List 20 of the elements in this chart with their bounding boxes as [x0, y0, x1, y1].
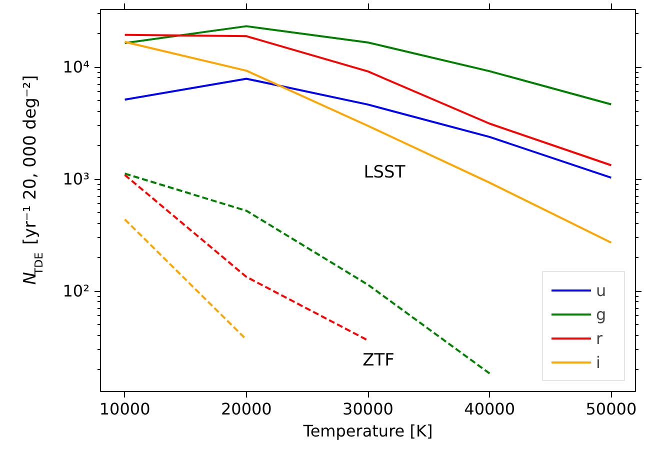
- line-series: [124, 25, 612, 106]
- legend-label: r: [596, 328, 604, 348]
- x-tick-label: 30000: [342, 400, 394, 418]
- x-axis-title: Temperature [K]: [302, 422, 433, 440]
- legend-label: i: [596, 352, 602, 372]
- y-axis-title: NTDE [yr⁻¹ 20, 000 deg⁻²]: [20, 75, 46, 285]
- line-series: [124, 40, 612, 244]
- x-tick-label: 50000: [586, 400, 637, 418]
- annotation: LSST: [364, 162, 406, 182]
- legend-label: u: [596, 280, 608, 300]
- legend-label: g: [596, 304, 608, 324]
- line-series: [124, 78, 612, 179]
- x-tick-label: 40000: [464, 400, 516, 418]
- y-tick-label: 10²: [62, 282, 90, 301]
- x-tick-label: 20000: [220, 400, 272, 418]
- y-tick-label: 10³: [62, 170, 90, 189]
- x-tick-label: 10000: [99, 400, 150, 418]
- y-tick-label: 10⁴: [62, 58, 90, 77]
- line-series: [124, 34, 612, 166]
- annotation: ZTF: [362, 350, 394, 370]
